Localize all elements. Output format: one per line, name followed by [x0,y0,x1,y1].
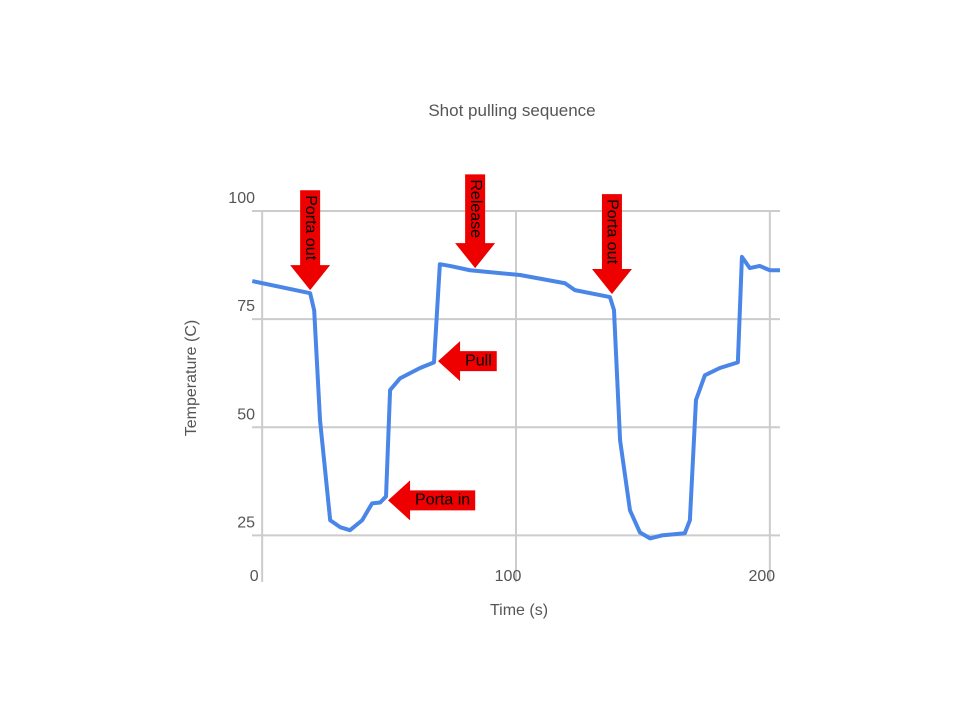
annotation-label: Pull [465,352,492,369]
y-tick-label: 75 [237,298,255,315]
annotation-arrow [388,480,476,521]
y-tick-label: 100 [228,190,255,207]
annotation: Porta out [591,194,632,295]
x-tick-label: 200 [748,568,775,585]
chart-title: Shot pulling sequence [428,101,595,120]
annotation-arrow [438,341,497,382]
annotation-arrow [591,194,632,295]
x-axis-title: Time (s) [490,602,548,619]
annotation-label: Porta in [415,492,470,509]
annotation: Porta in [388,480,476,521]
y-tick-label: 25 [237,514,255,531]
y-axis-title: Temperature (C) [183,320,200,436]
x-tick-label: 100 [495,568,522,585]
x-tick-label: 0 [250,568,259,585]
annotation: Release [455,174,496,269]
annotation-label: Release [467,179,484,238]
annotation-arrow [290,190,331,291]
annotation: Pull [438,341,497,382]
annotation-label: Porta out [604,199,621,264]
annotation: Porta out [290,190,331,291]
annotation-label: Porta out [302,195,319,260]
y-tick-label: 50 [237,406,255,423]
data-line [251,254,780,541]
annotation-arrow [455,174,496,269]
